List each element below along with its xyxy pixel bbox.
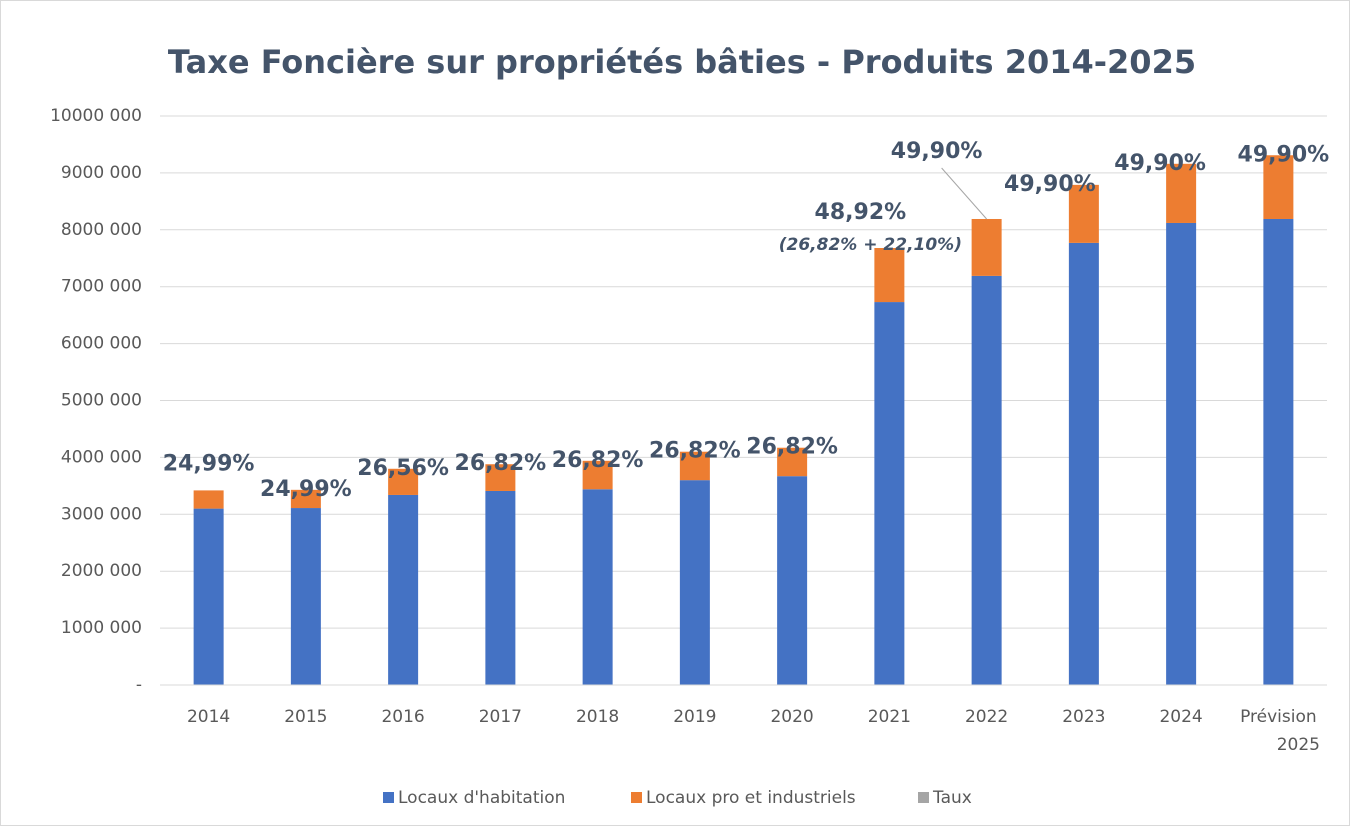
y-tick-label: 10000 000	[50, 106, 142, 126]
bar-segment	[1263, 155, 1294, 219]
chart-title: Taxe Foncière sur propriétés bâties - Pr…	[168, 43, 1196, 81]
bar-segment	[1068, 184, 1099, 243]
bar-segment	[1166, 163, 1197, 223]
y-tick-label: 9000 000	[61, 163, 142, 183]
legend-label: Locaux pro et industriels	[646, 788, 856, 808]
bar-segment	[485, 490, 516, 685]
bar-segment	[290, 489, 321, 509]
y-tick-label: 3000 000	[61, 504, 142, 524]
x-tick-label: 2015	[284, 707, 327, 727]
bar-segment	[388, 468, 419, 495]
data-label: 49,90%	[891, 139, 983, 164]
data-label: 26,82%	[455, 451, 547, 476]
bar-segment	[582, 489, 613, 685]
bar-segment	[1068, 242, 1099, 685]
legend-swatch	[383, 792, 394, 803]
bar-segment	[777, 476, 808, 685]
legend-label: Locaux d'habitation	[398, 788, 565, 808]
leader-line	[941, 167, 987, 220]
bar-segment	[1166, 222, 1197, 686]
data-label: 26,82%	[552, 448, 644, 473]
data-label: 26,82%	[649, 439, 741, 464]
data-label: 48,92%	[815, 200, 907, 225]
x-tick-label: 2016	[381, 707, 424, 727]
y-tick-label: 1000 000	[61, 618, 142, 638]
x-tick-label: 2024	[1159, 707, 1202, 727]
x-tick-label: 2019	[673, 707, 716, 727]
data-label: 24,99%	[163, 451, 255, 476]
bar-segment	[485, 464, 516, 491]
bar-segment	[679, 480, 710, 685]
data-label: 26,56%	[357, 456, 449, 481]
y-tick-label: 5000 000	[61, 391, 142, 411]
x-tick-label: 2023	[1062, 707, 1105, 727]
x-tick-label: 2021	[868, 707, 911, 727]
legend-swatch	[918, 792, 929, 803]
y-tick-label: 7000 000	[61, 277, 142, 297]
annotation: (26,82% + 22,10%)	[779, 235, 962, 255]
x-tick-label: 2014	[187, 707, 230, 727]
bar-segment	[679, 451, 710, 481]
bar-segment	[193, 490, 224, 509]
bar-segment	[874, 248, 905, 303]
bar-segment	[290, 508, 321, 685]
data-label: 24,99%	[260, 477, 352, 502]
bar-segment	[388, 494, 419, 685]
y-tick-label: 8000 000	[61, 220, 142, 240]
y-tick-label: 2000 000	[61, 561, 142, 581]
bar-segment	[971, 275, 1002, 685]
x-tick-label: Prévision 2025	[1240, 707, 1320, 755]
x-tick-label: 2020	[770, 707, 813, 727]
bar-segment	[777, 447, 808, 477]
x-tick-label: 2017	[479, 707, 522, 727]
data-label: 49,90%	[1238, 142, 1330, 167]
y-tick-label: -	[136, 675, 142, 695]
bar-segment	[582, 460, 613, 490]
x-tick-label: 2018	[576, 707, 619, 727]
data-label: 49,90%	[1114, 151, 1206, 176]
legend-swatch	[631, 792, 642, 803]
x-tick-label: 2022	[965, 707, 1008, 727]
bar-segment	[874, 302, 905, 685]
bar-segment	[193, 508, 224, 685]
data-label: 49,90%	[1004, 172, 1096, 197]
bar-segment	[1263, 218, 1294, 685]
bar-segment	[971, 218, 1002, 276]
data-label: 26,82%	[746, 435, 838, 460]
legend-label: Taux	[932, 788, 972, 808]
y-tick-label: 4000 000	[61, 447, 142, 467]
y-tick-label: 6000 000	[61, 334, 142, 354]
